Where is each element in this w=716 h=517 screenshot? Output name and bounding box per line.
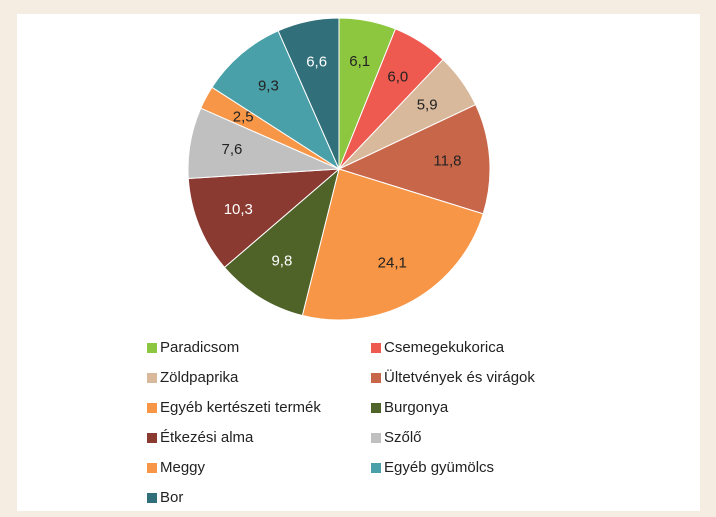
pie-slice: [211, 30, 341, 171]
pie-slice: [277, 17, 340, 170]
legend-label: Zöldpaprika: [160, 369, 239, 386]
legend-label: Egyéb kertészeti termék: [160, 399, 321, 416]
legend-label: Meggy: [160, 459, 206, 476]
data-label: 9,3: [258, 77, 279, 94]
legend-swatch: [371, 463, 381, 473]
legend-label: Ültetvények és virágok: [384, 368, 535, 386]
legend-swatch: [147, 463, 157, 473]
legend-swatch: [371, 403, 381, 413]
legend-label: Paradicsom: [160, 339, 239, 356]
data-label: 5,9: [417, 96, 438, 113]
pie-slice: [223, 167, 340, 317]
legend-swatch: [147, 493, 157, 503]
legend-label: Szőlő: [384, 429, 422, 446]
legend-swatch: [147, 343, 157, 353]
legend-swatch: [147, 373, 157, 383]
data-label: 10,3: [224, 201, 253, 218]
legend-label: Burgonya: [384, 399, 449, 416]
legend-swatch: [147, 433, 157, 443]
data-label: 9,8: [271, 252, 292, 269]
legend-label: Bor: [160, 489, 183, 506]
data-label: 6,0: [387, 69, 408, 86]
pie-slice: [301, 168, 484, 321]
legend-swatch: [371, 343, 381, 353]
pie-slice: [337, 104, 491, 215]
legend-label: Étkezési alma: [160, 429, 254, 446]
pie-slice: [187, 168, 341, 269]
legend-swatch: [371, 433, 381, 443]
legend-swatch: [147, 403, 157, 413]
legend-swatch: [371, 373, 381, 383]
data-label: 6,1: [349, 53, 370, 70]
data-label: 24,1: [378, 255, 407, 272]
legend-label: Egyéb gyümölcs: [384, 459, 494, 476]
data-label: 6,6: [306, 54, 327, 71]
legend-label: Csemegekukorica: [384, 339, 505, 356]
data-label: 7,6: [222, 141, 243, 158]
data-label: 11,8: [433, 152, 461, 169]
data-label: 2,5: [233, 108, 254, 125]
